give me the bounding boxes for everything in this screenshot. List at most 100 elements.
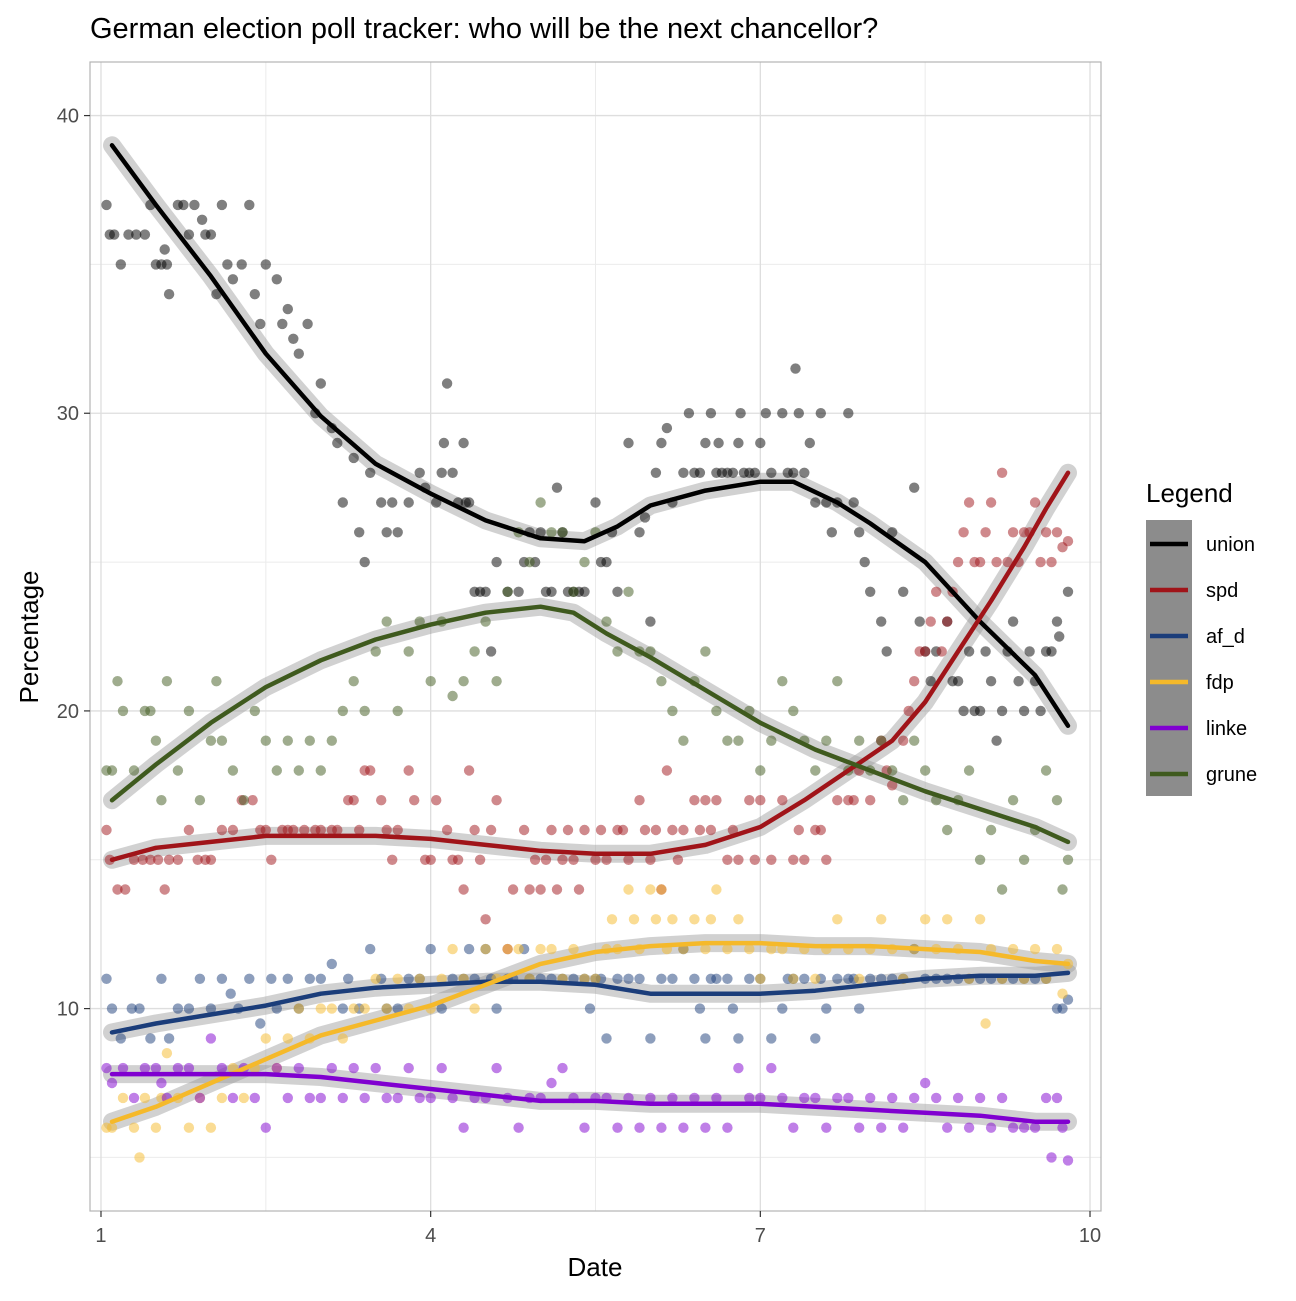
union-trend-line bbox=[109, 143, 1071, 729]
spd-poll-point bbox=[227, 824, 239, 836]
spd-poll-point bbox=[348, 795, 359, 806]
spd-poll-point bbox=[568, 854, 579, 865]
grune-poll-point bbox=[425, 676, 436, 687]
fdp-poll-point bbox=[469, 1003, 480, 1014]
fdp-poll-point bbox=[436, 973, 447, 984]
linke-poll-point bbox=[777, 1092, 788, 1104]
fdp-poll-point bbox=[628, 914, 640, 925]
grune-poll-point bbox=[974, 854, 986, 865]
fdp-poll-point bbox=[1029, 943, 1041, 955]
union-poll-point bbox=[1035, 705, 1046, 717]
af_d-poll-point bbox=[282, 973, 293, 984]
grune-poll-point bbox=[480, 616, 491, 627]
spd-poll-point bbox=[172, 854, 184, 865]
grune-poll-point bbox=[985, 824, 997, 836]
union-poll-point bbox=[365, 467, 376, 478]
af_d-poll-point bbox=[126, 1003, 137, 1014]
spd-poll-point bbox=[821, 854, 832, 865]
linke-poll-point bbox=[1018, 1122, 1030, 1133]
af_d-poll-point bbox=[584, 1003, 596, 1014]
x-tick-label: 4 bbox=[425, 1225, 436, 1247]
linke-poll-point bbox=[425, 1092, 436, 1104]
union-poll-point bbox=[766, 467, 777, 478]
fdp-poll-point bbox=[370, 973, 381, 984]
spd-poll-point bbox=[266, 854, 277, 865]
fdp-poll-point bbox=[766, 943, 777, 955]
spd-poll-point bbox=[392, 824, 403, 836]
grune-poll-point bbox=[678, 735, 689, 746]
union-poll-point bbox=[161, 259, 173, 270]
union-poll-point bbox=[958, 705, 969, 717]
grune-poll-point bbox=[766, 735, 777, 746]
spd-poll-point bbox=[793, 824, 804, 836]
grune-poll-point bbox=[557, 527, 568, 538]
union-poll-point bbox=[282, 303, 293, 315]
union-poll-point bbox=[925, 676, 936, 687]
linke-poll-point bbox=[101, 1062, 112, 1074]
union-poll-point bbox=[227, 274, 239, 285]
union-poll-point bbox=[678, 467, 689, 478]
spd-poll-point bbox=[376, 795, 387, 806]
af_d-poll-point bbox=[810, 1033, 821, 1044]
grune-poll-point bbox=[1018, 854, 1030, 865]
union-poll-point bbox=[438, 437, 450, 449]
spd-poll-point bbox=[540, 854, 552, 865]
spd-poll-point bbox=[705, 824, 717, 836]
fdp-poll-point bbox=[216, 1092, 228, 1104]
grune-poll-point bbox=[117, 705, 129, 717]
spd-poll-point bbox=[524, 884, 535, 895]
linke-poll-point bbox=[370, 1062, 381, 1074]
spd-poll-point bbox=[452, 854, 464, 865]
linke-poll-point bbox=[249, 1092, 260, 1104]
union-poll-point bbox=[163, 289, 175, 300]
grune-poll-point bbox=[414, 616, 425, 627]
fdp-poll-point bbox=[282, 1033, 293, 1044]
linke-poll-point bbox=[337, 1092, 348, 1104]
linke-poll-point bbox=[799, 1092, 810, 1104]
linke-poll-point bbox=[579, 1122, 590, 1133]
union-poll-point bbox=[788, 467, 799, 478]
spd-poll-point bbox=[463, 765, 475, 776]
af_d-poll-point bbox=[799, 973, 810, 984]
spd-poll-point bbox=[909, 676, 920, 687]
af_d-poll-point bbox=[216, 973, 228, 984]
spd-poll-point bbox=[546, 824, 557, 836]
linke-poll-point bbox=[304, 1092, 315, 1104]
grune-poll-point bbox=[370, 646, 381, 657]
af_d-poll-point bbox=[865, 973, 876, 984]
union-poll-point bbox=[705, 408, 717, 419]
spd-poll-point bbox=[507, 884, 519, 895]
af_d-poll-point bbox=[266, 973, 277, 984]
spd-poll-point bbox=[1051, 527, 1063, 538]
grune-poll-point bbox=[502, 586, 513, 597]
grune-poll-point bbox=[392, 705, 403, 717]
grune-poll-point bbox=[106, 765, 118, 776]
union-poll-point bbox=[183, 229, 195, 240]
union-poll-point bbox=[222, 259, 233, 270]
linke-poll-point bbox=[1062, 1155, 1074, 1166]
grune-poll-point bbox=[271, 765, 282, 776]
spd-poll-point bbox=[441, 824, 453, 836]
fdp-poll-point bbox=[293, 1003, 304, 1014]
linke-poll-point bbox=[139, 1062, 151, 1074]
union-poll-point bbox=[458, 437, 469, 449]
linke-poll-point bbox=[205, 1033, 217, 1044]
grune-poll-point bbox=[996, 884, 1008, 895]
af_d-poll-point bbox=[337, 1003, 348, 1014]
fdp-poll-point bbox=[359, 1003, 370, 1014]
linke-poll-point bbox=[963, 1122, 975, 1133]
fdp-poll-point bbox=[480, 943, 491, 955]
grune-poll-point bbox=[337, 705, 348, 717]
grune-poll-point bbox=[293, 765, 304, 776]
linke-poll-point bbox=[1057, 1122, 1068, 1133]
legend-label-fdp: fdp bbox=[1206, 672, 1234, 694]
union-poll-point bbox=[865, 586, 876, 597]
union-poll-point bbox=[612, 586, 623, 597]
af_d-poll-point bbox=[711, 973, 722, 984]
fdp-poll-point bbox=[1007, 943, 1019, 955]
union-poll-point bbox=[436, 467, 447, 478]
union-poll-point bbox=[255, 318, 266, 330]
spd-poll-point bbox=[562, 824, 574, 836]
fdp-poll-point bbox=[974, 914, 986, 925]
spd-poll-point bbox=[145, 854, 156, 865]
